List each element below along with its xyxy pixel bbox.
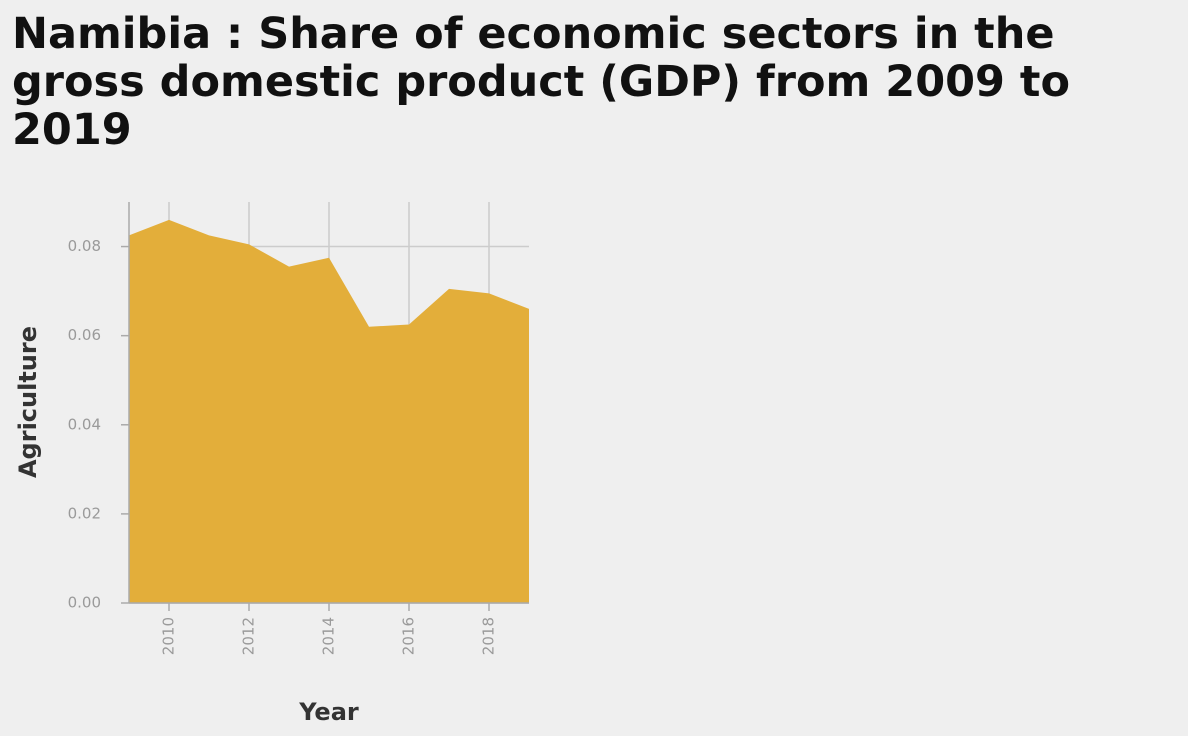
area-series — [128, 219, 530, 603]
y-tick-label-3: 0.06 — [68, 326, 101, 344]
y-tick-label-4: 0.08 — [68, 237, 101, 255]
x-tick-label-2: 2014 — [320, 617, 338, 655]
y-axis-ticks: 0.00 0.02 0.04 0.06 0.08 — [68, 237, 129, 612]
x-tick-label-3: 2016 — [400, 617, 418, 655]
x-axis-ticks: 2010 2012 2014 2016 2018 — [160, 603, 498, 655]
x-tick-label-4: 2018 — [480, 617, 498, 655]
x-axis-label: Year — [298, 698, 359, 726]
y-axis-label: Agriculture — [14, 326, 42, 478]
y-tick-label-0: 0.00 — [68, 594, 101, 612]
x-tick-label-0: 2010 — [160, 617, 178, 655]
y-tick-label-1: 0.02 — [68, 504, 101, 522]
x-tick-label-1: 2012 — [240, 617, 258, 655]
area-fill — [129, 219, 529, 603]
chart-title: Namibia : Share of economic sectors in t… — [12, 9, 1071, 155]
y-tick-label-2: 0.04 — [68, 415, 101, 433]
